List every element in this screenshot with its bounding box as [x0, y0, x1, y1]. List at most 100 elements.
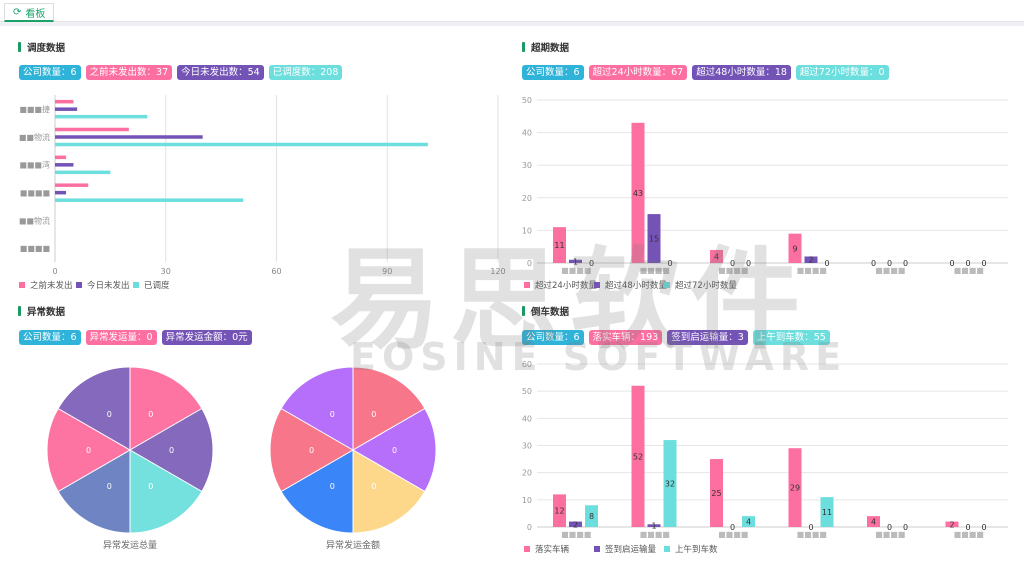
y-tick-label: 20	[522, 469, 532, 478]
y-tick-label: 10	[522, 226, 532, 235]
overdue-badges: 公司数量：6 超过24小时数量：67 超过48小时数量：18 超过72小时数量：0	[522, 65, 889, 80]
bar	[569, 521, 582, 527]
bar	[55, 135, 203, 139]
pie-value-label: 0	[330, 410, 335, 419]
bar	[585, 505, 598, 527]
legend-swatch	[524, 282, 530, 288]
x-category-label: ■■■■	[640, 530, 670, 539]
pie-slice	[57, 449, 131, 534]
pie-value-label: 0	[371, 410, 376, 419]
pie-slice	[129, 449, 203, 534]
reverse-title: 倒车数据	[522, 304, 569, 318]
title-marker	[522, 306, 525, 316]
reverse-title-text: 倒车数据	[531, 307, 570, 318]
pie-value-label: 0	[309, 446, 314, 455]
bar-value-label: 0	[965, 523, 970, 532]
bar-value-label: 0	[981, 523, 986, 532]
x-category-label: ■■■■	[718, 530, 748, 539]
dispatch-title-text: 调度数据	[27, 43, 66, 54]
x-tick-label: 120	[490, 267, 505, 276]
y-tick-label: 50	[522, 96, 532, 105]
bar	[55, 99, 74, 104]
bar	[55, 114, 148, 119]
legend-swatch	[19, 282, 25, 288]
legend-label: 上午到车数	[675, 544, 718, 555]
y-tick-label: 60	[522, 360, 532, 369]
bar	[55, 107, 78, 111]
y-tick-label: 10	[522, 496, 532, 505]
bar-value-label: 0	[981, 259, 986, 268]
bar-value-label: 1	[651, 522, 656, 531]
stat-badge: 落实车辆：193	[588, 330, 663, 345]
stat-badge: 超过24小时数量：67	[588, 65, 688, 80]
bar	[945, 521, 959, 527]
bar-value-label: 0	[808, 523, 813, 532]
stat-badge: 超过48小时数量：18	[692, 65, 791, 80]
bar-value-label: 12	[554, 507, 564, 516]
stat-badge: 公司数量：6	[19, 330, 81, 345]
pie-title: 异常发运金额	[326, 539, 380, 551]
bar-value-label: 0	[887, 259, 892, 268]
y-tick-label: 0	[527, 259, 532, 268]
legend-label: 签到启运输量	[605, 544, 657, 555]
y-tick-label: 40	[522, 414, 532, 423]
bar-value-label: 9	[792, 244, 797, 253]
x-category-label: ■■■■	[797, 266, 827, 275]
bar-value-label: 43	[633, 189, 643, 198]
bar-value-label: 0	[871, 259, 876, 268]
tab-label: 看板	[25, 8, 46, 20]
bar-value-label: 0	[965, 259, 970, 268]
bar-value-label: 0	[589, 259, 594, 268]
bar-value-label: 11	[822, 508, 832, 517]
x-category-label: ■■■■	[954, 530, 984, 539]
bar	[569, 259, 582, 263]
overdue-title-text: 超期数据	[531, 43, 570, 54]
pie-slice	[352, 366, 426, 451]
y-category-label: ■■■湾	[19, 160, 50, 170]
abnormal-title: 异常数据	[18, 304, 65, 318]
stat-badge: 异常发运量：0	[85, 330, 157, 345]
bar	[55, 190, 67, 195]
title-marker	[522, 42, 525, 52]
refresh-icon[interactable]: ⟳	[13, 6, 22, 18]
bar	[742, 516, 755, 527]
x-tick-label: 90	[382, 267, 392, 276]
x-category-label: ■■■■	[875, 266, 905, 275]
pie-slice	[129, 407, 214, 493]
bar-value-label: 2	[808, 256, 813, 265]
bar	[663, 440, 677, 527]
bar-value-label: 4	[746, 518, 751, 527]
bar-value-label: 11	[554, 241, 564, 250]
bar-value-label: 15	[649, 235, 659, 244]
legend-swatch	[594, 282, 600, 288]
bar	[55, 170, 111, 175]
bar-value-label: 4	[714, 252, 719, 261]
pie-slice	[129, 366, 203, 451]
bar	[647, 524, 661, 527]
pie-title: 异常发运总量	[103, 539, 157, 551]
y-tick-label: 20	[522, 194, 532, 203]
x-tick-label: 0	[52, 267, 57, 276]
tab-dashboard[interactable]: ⟳ 看板	[4, 3, 55, 22]
bar	[55, 127, 129, 132]
legend-label: 落实车辆	[535, 544, 570, 555]
bar	[647, 214, 661, 263]
y-tick-label: 30	[522, 442, 532, 451]
bar	[710, 249, 723, 263]
abnormal-badges: 公司数量：6 异常发运量：0 异常发运金额：0元	[19, 330, 252, 345]
pie-slice	[269, 407, 354, 493]
y-tick-label: 50	[522, 387, 532, 396]
bar-value-label: 0	[887, 523, 892, 532]
legend-label: 超过24小时数量	[535, 280, 597, 291]
pie-value-label: 0	[371, 482, 376, 491]
stat-badge: 之前未发出数：37	[85, 65, 173, 80]
stat-badge: 公司数量：6	[522, 65, 584, 80]
x-category-label: ■■■■	[954, 266, 984, 275]
legend-swatch	[664, 282, 670, 288]
bar-value-label: 8	[589, 512, 594, 521]
legend-label: 超过72小时数量	[675, 280, 737, 291]
x-category-label: ■■■■	[561, 530, 591, 539]
bar-value-label: 29	[790, 484, 800, 493]
bar-value-label: 0	[903, 523, 908, 532]
